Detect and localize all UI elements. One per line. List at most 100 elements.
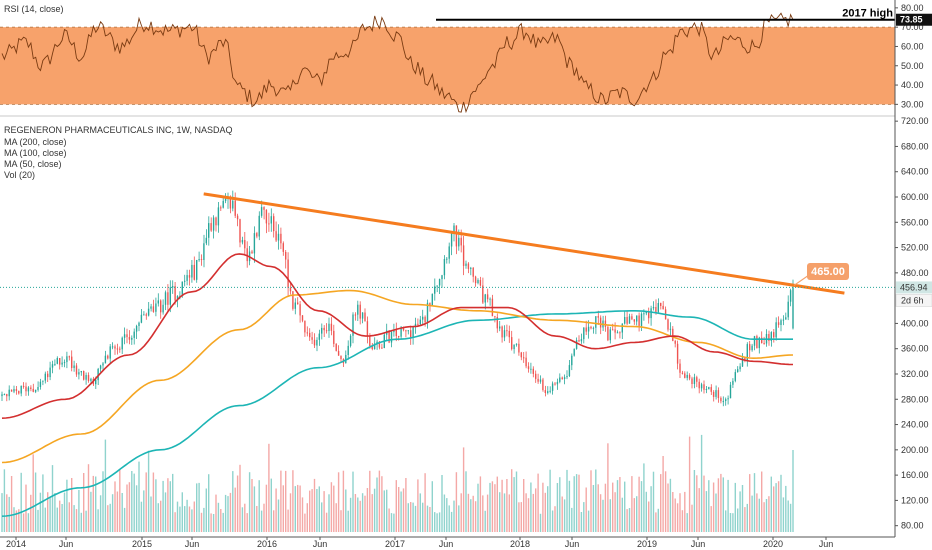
- candle-body: [277, 233, 280, 241]
- volume-bar: [578, 474, 580, 532]
- volume-bar: [720, 473, 722, 532]
- volume-bar: [51, 465, 54, 532]
- candle-body: [717, 390, 720, 398]
- volume-bar: [292, 470, 294, 532]
- volume-bar: [547, 486, 549, 532]
- volume-bar: [486, 494, 489, 532]
- candle-body: [398, 336, 400, 338]
- volume-bar: [164, 492, 167, 532]
- time-tick-label: Jun: [313, 539, 328, 549]
- candle-body: [763, 343, 765, 344]
- volume-bar: [434, 512, 436, 532]
- volume-bar: [200, 512, 203, 532]
- candle-body: [400, 327, 402, 337]
- price-tick-label: 360.00: [901, 344, 929, 354]
- volume-bar: [652, 471, 655, 532]
- volume-bar: [229, 492, 232, 532]
- volume-bar: [369, 470, 371, 532]
- volume-bar: [335, 503, 337, 532]
- candle-body: [369, 336, 371, 346]
- volume-bar: [162, 480, 164, 532]
- volume-bar: [737, 508, 739, 532]
- volume-bar: [32, 454, 34, 532]
- candle-body: [515, 343, 518, 345]
- candle-body: [578, 340, 580, 342]
- candle-body: [68, 356, 70, 358]
- countdown-value: 2d 6h: [901, 295, 924, 305]
- volume-bar: [366, 488, 369, 532]
- candle-body: [410, 330, 412, 338]
- candle-body: [63, 362, 66, 364]
- candle-body: [636, 315, 638, 322]
- volume-bar: [441, 475, 443, 532]
- volume-bar: [616, 480, 619, 532]
- volume-bar: [371, 494, 373, 532]
- volume-bar: [472, 495, 474, 532]
- volume-bar: [203, 507, 205, 532]
- candle-body: [535, 373, 537, 379]
- candle-body: [751, 345, 753, 351]
- volume-bar: [150, 496, 152, 532]
- volume-bar: [417, 479, 419, 532]
- volume-bar: [705, 491, 708, 532]
- candle-body: [568, 365, 571, 376]
- candle-body: [705, 389, 708, 390]
- volume-bar: [186, 499, 188, 532]
- candle-body: [345, 355, 347, 364]
- volume-bar: [691, 504, 693, 532]
- volume-bar: [97, 509, 99, 532]
- candle-body: [756, 336, 758, 349]
- volume-bar: [662, 456, 664, 532]
- price-axis[interactable]: 80.00 70.00 60.00 50.00 40.00 30.00 73.85 720.0…: [894, 0, 932, 537]
- candle-body: [316, 339, 318, 346]
- volume-bar: [568, 480, 571, 532]
- volume-bar: [465, 471, 467, 532]
- candle-body: [621, 323, 623, 333]
- candle-body: [39, 381, 42, 387]
- candle-body: [686, 375, 688, 378]
- volume-bar: [489, 482, 491, 532]
- candle-body: [390, 332, 393, 343]
- candle-body: [458, 237, 460, 247]
- volume-bar: [160, 500, 162, 532]
- candle-body: [681, 372, 684, 374]
- volume-bar: [294, 486, 296, 532]
- time-tick-label: 2017: [385, 539, 405, 549]
- candle-body: [181, 281, 183, 296]
- ma50-line: [1, 253, 794, 419]
- candle-body: [744, 357, 746, 360]
- volume-bar: [592, 485, 595, 532]
- volume-bar: [357, 497, 359, 532]
- candle-body: [691, 378, 693, 384]
- candle-body: [309, 332, 311, 338]
- price-tick-label: 400.00: [901, 318, 929, 328]
- volume-bar: [68, 502, 70, 532]
- indicator-ma200: MA (200, close): [4, 137, 67, 147]
- candle-body: [792, 287, 794, 329]
- volume-bar: [256, 506, 258, 532]
- candle-body: [737, 369, 739, 373]
- candle-body: [354, 314, 357, 316]
- volume-bar: [749, 474, 751, 532]
- candle-body: [3, 394, 6, 396]
- volume-bar: [381, 476, 383, 532]
- rsi-pane: 2017 high: [0, 8, 895, 117]
- candle-body: [304, 320, 306, 333]
- price-tick-label: 520.00: [901, 243, 929, 253]
- candle-body: [20, 385, 22, 394]
- candle-body: [592, 327, 595, 329]
- volume-bar: [6, 494, 8, 532]
- volume-bar: [474, 501, 477, 532]
- time-axis[interactable]: 2014 Jun 2015 Jun 2016 Jun 2017 Jun 2018 Jun 2019 J…: [0, 536, 895, 549]
- candle-body: [679, 363, 681, 373]
- candle-body: [164, 292, 167, 305]
- candle-body: [224, 198, 227, 201]
- candle-body: [371, 346, 373, 350]
- candle-body: [102, 363, 104, 366]
- volume-bar: [95, 476, 97, 532]
- volume-bar: [453, 500, 455, 532]
- volume-bar: [640, 481, 643, 532]
- volume-bar: [551, 510, 554, 532]
- volume-bar: [612, 482, 614, 532]
- rsi-current-value: 73.85: [900, 15, 923, 25]
